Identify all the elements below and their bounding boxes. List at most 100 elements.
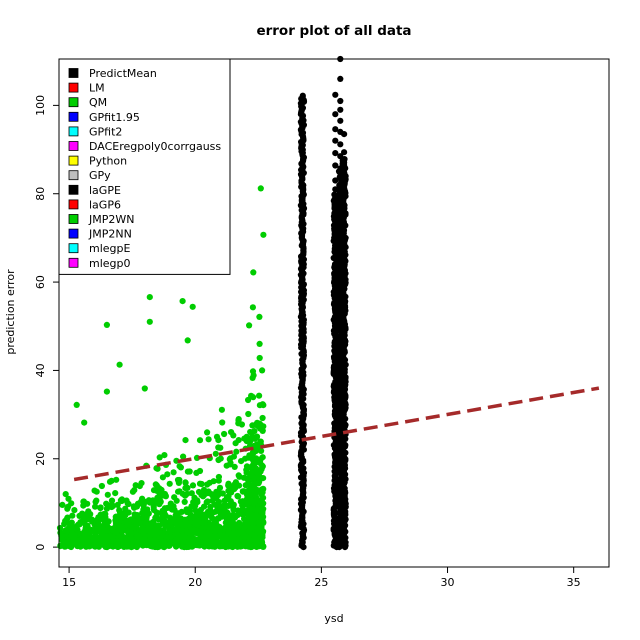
data-point-black xyxy=(299,227,305,233)
legend-swatch xyxy=(69,127,78,136)
legend-swatch xyxy=(69,112,78,121)
data-point-qm xyxy=(59,502,65,508)
y-tick-label: 20 xyxy=(34,452,47,466)
y-axis: 020406080100 xyxy=(34,95,59,551)
data-point-qm xyxy=(92,504,98,510)
legend-label: LM xyxy=(89,82,105,95)
data-point-qm xyxy=(248,498,254,504)
data-point-qm xyxy=(130,489,136,495)
data-point-black xyxy=(337,76,343,82)
data-point-qm xyxy=(190,304,196,310)
data-point-qm xyxy=(246,322,252,328)
data-point-qm xyxy=(179,528,185,534)
x-tick-label: 35 xyxy=(567,576,581,589)
data-point-qm xyxy=(219,419,225,425)
data-point-black xyxy=(332,92,338,98)
data-point-qm xyxy=(248,525,254,531)
data-point-qm xyxy=(231,530,237,536)
legend-swatch xyxy=(69,215,78,224)
data-point-black xyxy=(337,98,343,104)
data-point-black xyxy=(332,138,338,144)
legend-label: laGPE xyxy=(89,184,121,197)
data-point-qm xyxy=(249,543,255,549)
data-point-qm xyxy=(227,461,233,467)
data-point-qm xyxy=(249,422,255,428)
data-point-qm xyxy=(250,368,256,374)
data-point-qm xyxy=(171,469,177,475)
data-point-qm xyxy=(64,506,70,512)
data-point-qm xyxy=(95,528,101,534)
data-point-qm xyxy=(167,481,173,487)
data-point-black xyxy=(299,170,305,176)
data-point-qm xyxy=(104,506,110,512)
data-point-qm xyxy=(76,530,82,536)
data-point-qm xyxy=(81,420,87,426)
data-point-qm xyxy=(73,540,79,546)
legend-label: laGP6 xyxy=(89,198,121,211)
legend-label: PredictMean xyxy=(89,67,157,80)
data-point-black xyxy=(299,211,305,217)
data-point-qm xyxy=(134,504,140,510)
legend-label: JMP2NN xyxy=(88,228,132,241)
data-point-qm xyxy=(213,451,219,457)
data-point-qm xyxy=(63,491,69,497)
legend-swatch xyxy=(69,171,78,180)
legend-label: Python xyxy=(89,155,127,168)
data-point-qm xyxy=(160,474,166,480)
data-point-qm xyxy=(236,524,242,530)
data-point-qm xyxy=(256,393,262,399)
data-point-qm xyxy=(174,538,180,544)
data-point-qm xyxy=(188,541,194,547)
data-point-qm xyxy=(182,499,188,505)
legend-label: DACEregpoly0corrgauss xyxy=(89,140,221,153)
data-point-qm xyxy=(219,407,225,413)
data-point-qm xyxy=(182,485,188,491)
y-tick-label: 80 xyxy=(34,187,47,201)
data-point-qm xyxy=(69,520,75,526)
data-point-qm xyxy=(176,477,182,483)
data-point-qm xyxy=(185,469,191,475)
data-point-black xyxy=(299,150,305,156)
data-point-qm xyxy=(257,355,263,361)
data-point-qm xyxy=(245,411,251,417)
data-point-qm xyxy=(191,527,197,533)
data-point-black xyxy=(299,286,305,292)
data-point-qm xyxy=(101,517,107,523)
data-point-qm xyxy=(201,487,207,493)
data-point-qm xyxy=(107,533,113,539)
data-point-qm xyxy=(68,500,74,506)
data-point-qm xyxy=(97,505,103,511)
data-point-qm xyxy=(255,530,261,536)
data-point-qm xyxy=(80,515,86,521)
legend-swatch xyxy=(69,185,78,194)
x-tick-label: 20 xyxy=(188,576,202,589)
data-point-qm xyxy=(247,511,253,517)
data-point-qm xyxy=(250,269,256,275)
data-point-qm xyxy=(104,389,110,395)
data-point-qm xyxy=(254,434,260,440)
data-point-qm xyxy=(211,520,217,526)
data-point-qm xyxy=(206,436,212,442)
data-point-qm xyxy=(233,449,239,455)
x-tick-label: 25 xyxy=(314,576,328,589)
data-point-qm xyxy=(198,540,204,546)
x-tick-label: 15 xyxy=(62,576,76,589)
data-point-qm xyxy=(260,454,266,460)
data-point-qm xyxy=(124,518,130,524)
data-point-qm xyxy=(245,534,251,540)
data-point-qm xyxy=(109,502,115,508)
data-point-qm xyxy=(101,543,107,549)
data-point-qm xyxy=(180,298,186,304)
data-point-qm xyxy=(202,535,208,541)
data-point-qm xyxy=(190,514,196,520)
data-point-qm xyxy=(76,521,82,527)
data-point-qm xyxy=(170,503,176,509)
data-point-qm xyxy=(169,519,175,525)
x-axis: 15 20 25 30 35 xyxy=(62,567,581,589)
data-point-black xyxy=(299,181,305,187)
data-point-qm xyxy=(259,367,265,373)
data-point-qm xyxy=(154,509,160,515)
x-axis-label: ysd xyxy=(324,612,343,625)
data-point-qm xyxy=(217,543,223,549)
data-point-qm xyxy=(190,482,196,488)
